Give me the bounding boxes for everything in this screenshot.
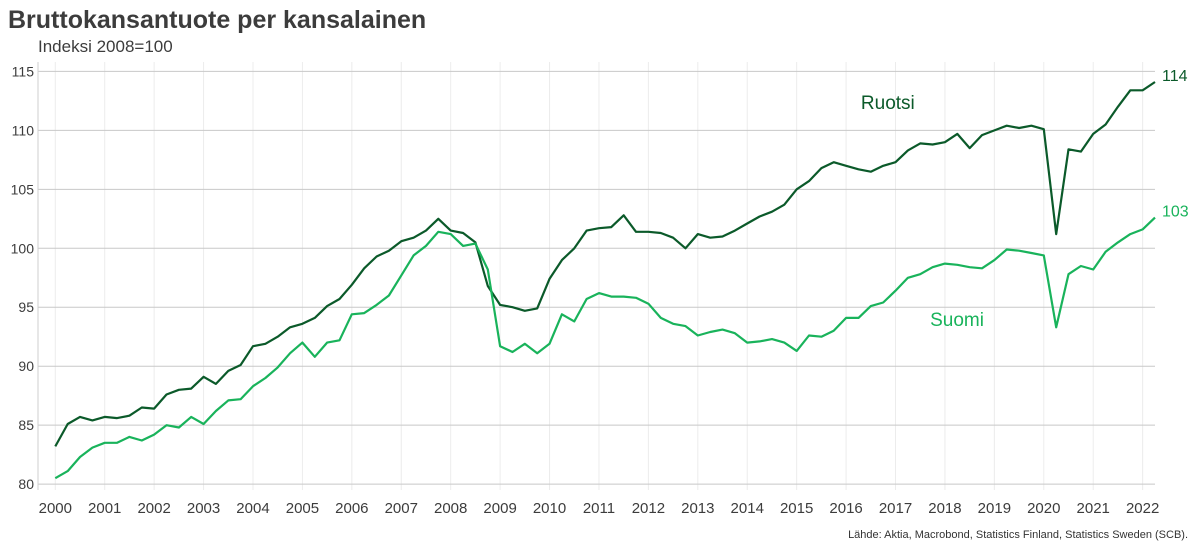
x-tick-label: 2014 bbox=[731, 500, 764, 517]
x-tick-label: 2008 bbox=[434, 500, 467, 517]
y-tick-label: 100 bbox=[11, 240, 35, 256]
y-tick-label: 90 bbox=[18, 358, 34, 374]
x-tick-label: 2013 bbox=[681, 500, 714, 517]
x-tick-label: 2015 bbox=[780, 500, 813, 517]
end-value-label-ruotsi: 114 bbox=[1162, 68, 1188, 85]
y-tick-label: 115 bbox=[12, 63, 35, 79]
x-tick-label: 2005 bbox=[286, 500, 319, 517]
source-note: Lähde: Aktia, Macrobond, Statistics Finl… bbox=[848, 529, 1188, 541]
x-tick-label: 2012 bbox=[632, 500, 665, 517]
x-tick-label: 2007 bbox=[385, 500, 418, 517]
x-tick-label: 2017 bbox=[879, 500, 912, 517]
x-tick-label: 2002 bbox=[137, 500, 170, 517]
x-tick-label: 2006 bbox=[335, 500, 368, 517]
chart-title: Bruttokansantuote per kansalainen bbox=[8, 6, 427, 34]
y-tick-label: 110 bbox=[12, 122, 35, 138]
x-axis-tick-labels: 2000 2001 2002 2003 2004 2005 2006 2007 2008 2009… bbox=[39, 500, 1160, 517]
x-tick-label: 2016 bbox=[829, 500, 862, 517]
x-tick-label: 2019 bbox=[978, 500, 1011, 517]
x-tick-label: 2018 bbox=[928, 500, 961, 517]
horizontal-gridlines bbox=[37, 62, 1155, 490]
series-lines bbox=[54, 81, 1156, 480]
x-tick-label: 2022 bbox=[1126, 500, 1159, 517]
series-name-label-suomi: Suomi bbox=[930, 310, 984, 331]
vertical-gridlines bbox=[54, 62, 1144, 490]
x-tick-label: 2009 bbox=[483, 500, 516, 517]
chart-subtitle: Indeksi 2008=100 bbox=[38, 37, 173, 56]
y-tick-label: 105 bbox=[11, 181, 35, 197]
y-tick-label: 85 bbox=[18, 417, 34, 433]
x-tick-label: 2020 bbox=[1027, 500, 1060, 517]
x-tick-label: 2010 bbox=[533, 500, 566, 517]
series-labels: 114 Ruotsi 103 Suomi bbox=[861, 68, 1189, 331]
y-tick-label: 80 bbox=[18, 476, 34, 492]
x-tick-label: 2004 bbox=[236, 500, 269, 517]
series-line-suomi bbox=[54, 216, 1156, 480]
series-line-ruotsi bbox=[54, 81, 1156, 447]
y-tick-label: 95 bbox=[18, 299, 34, 315]
x-tick-label: 2021 bbox=[1077, 500, 1110, 517]
x-tick-label: 2000 bbox=[39, 500, 72, 517]
y-axis-tick-labels: 80 85 90 95 100 105 110 115 bbox=[11, 63, 35, 492]
x-tick-label: 2011 bbox=[583, 500, 615, 517]
x-tick-label: 2003 bbox=[187, 500, 220, 517]
series-name-label-ruotsi: Ruotsi bbox=[861, 93, 915, 114]
x-tick-label: 2001 bbox=[88, 500, 121, 517]
end-value-label-suomi: 103 bbox=[1162, 204, 1189, 221]
